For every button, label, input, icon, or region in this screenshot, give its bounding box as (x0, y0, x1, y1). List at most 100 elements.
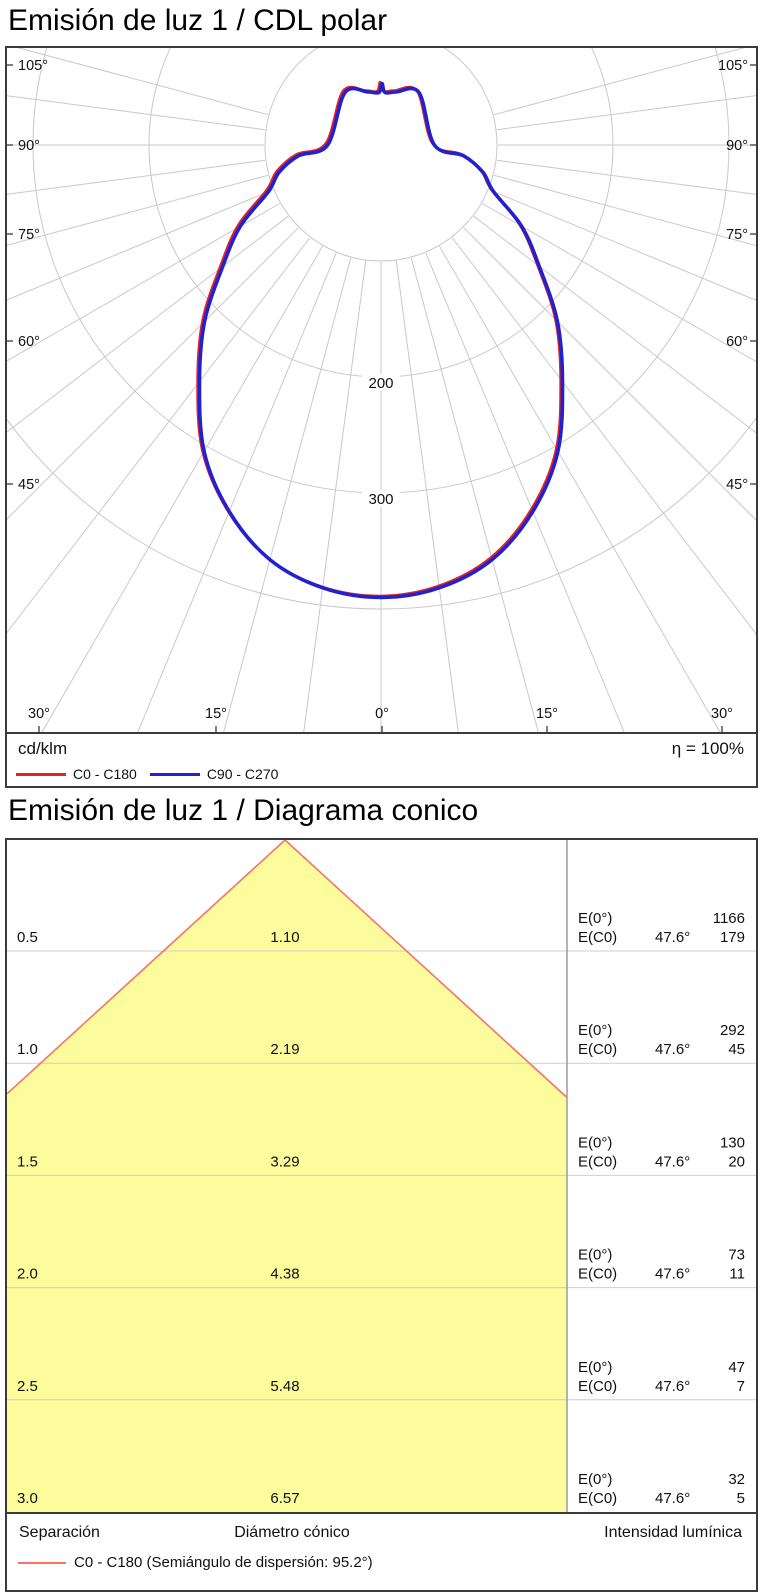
intensity-column-label: Intensidad lumínica (604, 1524, 742, 1541)
angle-label-right: 105° (718, 58, 748, 74)
radial-circle-100 (264, 48, 498, 262)
e0-label: E(0°) (578, 1471, 612, 1488)
diameter-value: 1.10 (270, 929, 299, 946)
beam-angle-value: 47.6° (655, 1041, 690, 1058)
separation-value: 3.0 (17, 1490, 38, 1507)
circle-label-bg (362, 490, 400, 507)
radial-line-105 (493, 48, 745, 116)
radial-line--37.5 (7, 237, 311, 634)
e0-value: 32 (728, 1471, 745, 1488)
polar-legend-area: cd/klm η = 100% C0 - C180 C90 - C270 (7, 732, 756, 786)
angle-label-right: 90° (726, 138, 748, 154)
cone-section-title: Emisión de luz 1 / Diagrama conico (8, 794, 479, 827)
radial-line--75 (7, 174, 269, 246)
ec0-value: 45 (728, 1041, 745, 1058)
cone-legend-label: C0 - C180 (Semiángulo de dispersión: 95.… (74, 1554, 373, 1571)
radial-line--67.5 (7, 189, 274, 301)
c0-c180-legend-label: C0 - C180 (73, 766, 137, 782)
ec0-value: 5 (737, 1490, 745, 1507)
ec0-value: 179 (720, 929, 745, 946)
diameter-column-label: Diámetro cónico (234, 1524, 350, 1541)
radial-line-37.5 (451, 237, 756, 635)
cone-c0-c180-color-swatch (18, 1561, 66, 1564)
separation-value: 1.5 (17, 1153, 38, 1170)
ec0-value: 11 (729, 1266, 745, 1283)
angle-label-left: 105° (18, 58, 48, 74)
circle-label-300: 300 (368, 491, 393, 508)
separation-value: 0.5 (17, 929, 38, 946)
diameter-value: 3.29 (270, 1153, 299, 1170)
polar-curve-c90-c270 (197, 81, 565, 600)
angle-label-right: 60° (726, 334, 748, 350)
diameter-value: 5.48 (270, 1378, 299, 1395)
radial-line-82.5 (496, 159, 756, 195)
circle-label-bg (362, 374, 400, 391)
polar-curve-c0-c180 (196, 80, 562, 598)
ec0-label: E(C0) (578, 1378, 617, 1395)
diameter-value: 4.38 (270, 1266, 299, 1283)
diameter-value: 2.19 (270, 1041, 299, 1058)
polar-unit-label: cd/klm (18, 739, 68, 758)
circle-label-200: 200 (368, 375, 393, 392)
border-ticks (7, 64, 756, 732)
ec0-label: E(C0) (578, 1041, 617, 1058)
beam-angle-value: 47.6° (655, 1153, 690, 1170)
e0-label: E(0°) (578, 1247, 612, 1264)
polar-grid (7, 48, 756, 732)
radial-line-97.5 (496, 95, 756, 131)
separation-value: 2.5 (17, 1378, 38, 1395)
e0-value: 292 (720, 1022, 745, 1039)
radial-line-45 (463, 227, 756, 521)
ec0-label: E(C0) (578, 1490, 617, 1507)
polar-chart: 200 300 105° 90° 75° 60° 45° 105° 90° 75° 60° 45° 30… (7, 48, 756, 732)
radial-line--52.5 (7, 215, 289, 433)
radial-line-7.5 (395, 260, 459, 732)
c90-c270-legend-label: C90 - C270 (206, 766, 279, 782)
separation-value: 2.0 (17, 1266, 38, 1283)
e0-value: 1166 (713, 910, 745, 927)
beam-angle-value: 47.6° (655, 1490, 690, 1507)
separation-column-label: Separación (19, 1524, 100, 1541)
radial-line-30 (439, 246, 721, 732)
e0-label: E(0°) (578, 1022, 612, 1039)
angle-label-left: 75° (18, 227, 40, 243)
angle-label-bottom: 30° (711, 706, 733, 722)
angle-label-left: 45° (18, 477, 40, 493)
radial-line--30 (41, 246, 323, 732)
radial-line--45 (7, 227, 299, 520)
angle-label-left: 60° (18, 334, 40, 350)
cone-edge-right (284, 840, 568, 1099)
radial-line--22.5 (137, 252, 337, 732)
diameter-value: 6.57 (270, 1490, 299, 1507)
angle-label-left: 90° (18, 138, 40, 154)
polar-legend-row: C0 - C180 C90 - C270 (16, 766, 278, 782)
ec0-value: 7 (737, 1378, 745, 1395)
beam-angle-value: 47.6° (655, 1266, 690, 1283)
cone-edge-left (7, 840, 286, 1095)
ec0-label: E(C0) (578, 929, 617, 946)
ec0-label: E(C0) (578, 1153, 617, 1170)
c0-c180-color-swatch (16, 772, 66, 776)
cone-diagram-panel: 0.5 1.10 E(0°) 1166 E(C0) 47.6° 179 1.0 2.19 E(0°… (5, 838, 758, 1592)
radial-line--15 (223, 257, 352, 732)
radial-line-52.5 (473, 215, 756, 434)
radial-line--7.5 (303, 260, 367, 732)
c90-c270-color-swatch (149, 772, 200, 776)
radial-line-75 (493, 174, 756, 247)
beam-angle-value: 47.6° (655, 1378, 690, 1395)
angle-label-bottom: 15° (536, 706, 558, 722)
radial-line-60 (482, 203, 756, 363)
ec0-value: 20 (728, 1153, 745, 1170)
cone-legend-row: C0 - C180 (Semiángulo de dispersión: 95.… (18, 1554, 373, 1571)
beam-angle-value: 47.6° (655, 929, 690, 946)
angle-label-right: 45° (726, 477, 748, 493)
radial-line-22.5 (425, 252, 625, 732)
cone-beam-polygon (7, 840, 567, 1512)
e0-label: E(0°) (578, 1359, 612, 1376)
e0-value: 73 (728, 1247, 745, 1264)
angle-label-bottom: 30° (28, 706, 50, 722)
ec0-label: E(C0) (578, 1266, 617, 1283)
radial-line--105 (17, 48, 269, 116)
radial-line-67.5 (488, 189, 756, 301)
